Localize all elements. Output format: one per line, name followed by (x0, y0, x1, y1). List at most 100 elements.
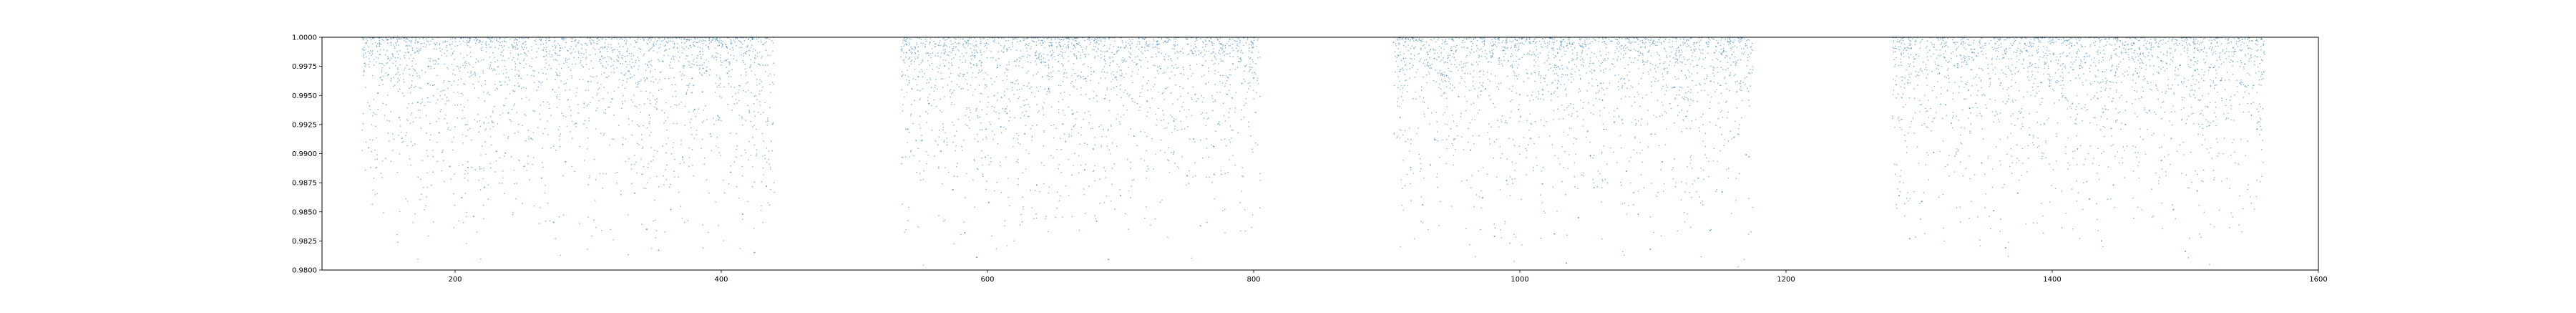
scatter-point (489, 136, 492, 138)
scatter-point (508, 57, 509, 59)
scatter-point (1526, 95, 1528, 97)
scatter-point (1554, 155, 1556, 156)
scatter-point (502, 49, 504, 51)
scatter-point (587, 80, 589, 82)
scatter-point (1057, 37, 1059, 39)
scatter-point (1248, 56, 1249, 58)
scatter-point (974, 46, 976, 48)
scatter-point (575, 45, 577, 47)
scatter-point (1620, 53, 1622, 54)
scatter-point (1085, 77, 1087, 80)
scatter-point (369, 109, 371, 110)
scatter-point (385, 158, 386, 159)
scatter-point (1208, 156, 1209, 158)
scatter-point (749, 40, 751, 42)
scatter-point (701, 74, 703, 76)
scatter-point (739, 41, 741, 42)
scatter-point (732, 49, 734, 51)
scatter-point (640, 90, 642, 92)
scatter-point (620, 193, 622, 196)
scatter-point (919, 71, 920, 72)
scatter-point (670, 208, 672, 211)
scatter-point (1022, 112, 1023, 113)
scatter-point (1750, 85, 1751, 87)
scatter-point (533, 205, 535, 207)
scatter-point (555, 149, 557, 151)
scatter-point (1420, 168, 1422, 170)
scatter-point (744, 149, 746, 151)
scatter-point (1094, 215, 1096, 217)
scatter-point (1131, 54, 1132, 56)
scatter-point (1168, 147, 1169, 149)
scatter-point (452, 52, 454, 54)
scatter-point (1109, 57, 1111, 59)
scatter-point (770, 168, 772, 170)
scatter-point (398, 71, 399, 73)
scatter-point (390, 44, 392, 46)
scatter-point (1425, 74, 1428, 76)
scatter-point (773, 83, 774, 85)
scatter-point (1694, 50, 1696, 52)
scatter-point (1462, 39, 1463, 42)
scatter-point (1601, 62, 1604, 63)
scatter-point (1443, 92, 1445, 95)
scatter-point (990, 57, 992, 59)
scatter-point (647, 182, 648, 183)
scatter-point (1192, 86, 1194, 88)
scatter-point (1018, 142, 1019, 144)
scatter-point (539, 81, 540, 83)
scatter-point (559, 75, 560, 77)
scatter-point (444, 52, 446, 54)
scatter-point (1981, 162, 1983, 164)
scatter-point (1049, 51, 1051, 52)
scatter-point (1588, 43, 1589, 45)
scatter-point (641, 139, 643, 140)
scatter-point (426, 172, 428, 174)
scatter-point (519, 41, 520, 42)
scatter-point (636, 143, 638, 144)
scatter-point (568, 58, 570, 60)
scatter-point (494, 61, 496, 63)
scatter-point (591, 76, 593, 78)
scatter-point (418, 42, 419, 43)
scatter-point (532, 163, 533, 165)
scatter-point (586, 37, 588, 39)
scatter-point (1147, 49, 1148, 52)
scatter-point (1174, 74, 1176, 76)
scatter-point (604, 57, 606, 59)
scatter-point (1745, 154, 1747, 156)
scatter-point (451, 85, 452, 86)
scatter-point (906, 44, 908, 46)
scatter-point (616, 182, 618, 184)
scatter-point (424, 71, 426, 73)
scatter-point (708, 192, 710, 194)
scatter-point (1397, 135, 1399, 138)
scatter-point (904, 39, 906, 42)
scatter-point (1461, 77, 1463, 80)
scatter-point (1021, 221, 1023, 223)
scatter-point (1080, 127, 1083, 128)
scatter-point (555, 59, 557, 60)
scatter-point (638, 59, 640, 61)
scatter-point (909, 65, 910, 67)
scatter-point (922, 42, 924, 44)
scatter-point (1564, 54, 1566, 55)
scatter-point (602, 173, 604, 174)
scatter-point (397, 38, 399, 39)
scatter-point (1130, 128, 1132, 130)
scatter-point (1191, 115, 1192, 116)
scatter-point (592, 40, 595, 42)
scatter-point (634, 46, 635, 48)
scatter-point (2029, 134, 2031, 136)
scatter-point (567, 49, 568, 52)
scatter-point (1131, 42, 1133, 44)
scatter-point (1074, 55, 1075, 57)
scatter-point (1602, 59, 1604, 62)
scatter-point (985, 72, 987, 74)
scatter-point (1108, 149, 1111, 151)
scatter-point (1441, 80, 1443, 81)
scatter-point (1073, 112, 1074, 115)
scatter-point (750, 154, 751, 156)
scatter-point (1094, 144, 1096, 145)
scatter-point (1205, 60, 1206, 62)
